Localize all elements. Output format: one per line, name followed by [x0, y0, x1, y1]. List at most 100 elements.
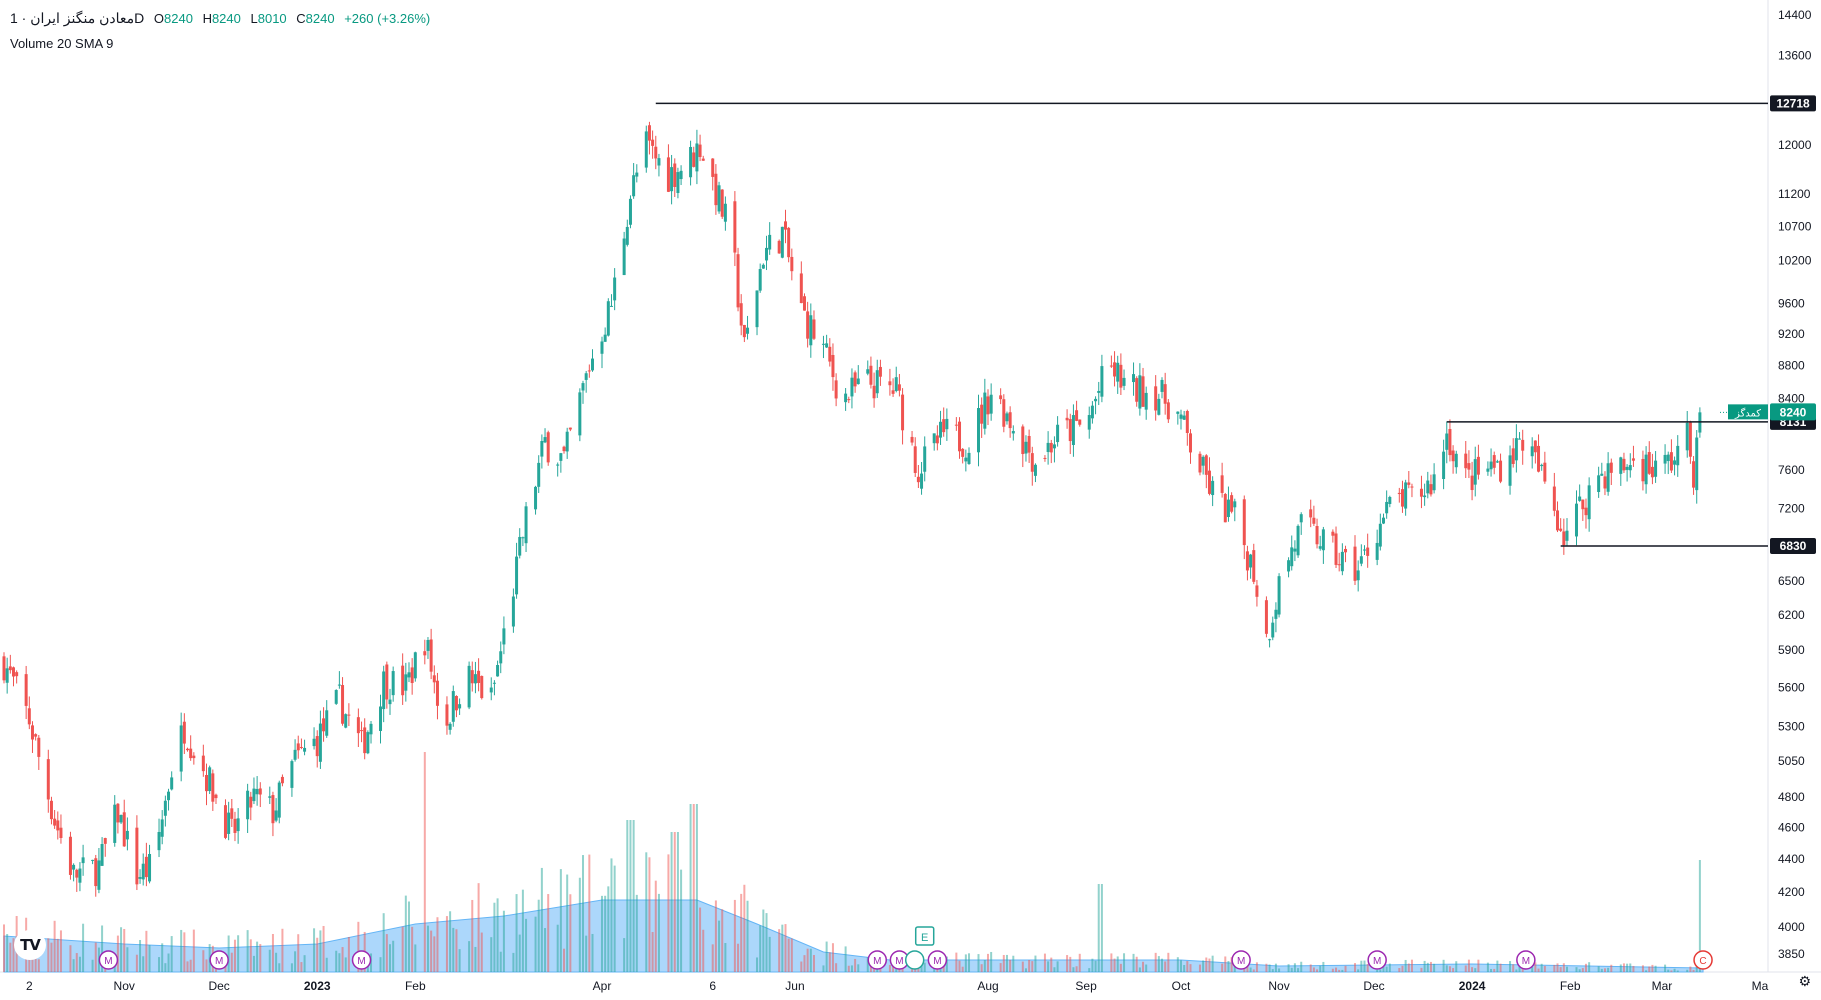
volume-bar	[806, 948, 809, 972]
candle-body	[1207, 470, 1211, 494]
candle-body	[315, 736, 319, 757]
volume-bar	[300, 962, 303, 972]
volume-bar	[1575, 967, 1578, 972]
candle-body	[999, 395, 1003, 400]
volume-bar	[1113, 958, 1116, 972]
candle-body	[1473, 459, 1477, 485]
volume-bar	[458, 949, 461, 972]
candle-body	[1097, 390, 1101, 393]
candle-body	[622, 238, 626, 276]
volume-bar	[1110, 953, 1113, 972]
volume-bar	[1050, 957, 1053, 972]
candle-body	[379, 706, 383, 731]
candle-body	[1423, 495, 1427, 498]
candle-body	[451, 691, 455, 722]
volume-indicator-label[interactable]: Volume 20 SMA 9	[10, 36, 114, 51]
candle-body	[401, 665, 405, 696]
volume-bar	[610, 858, 613, 972]
volume-bar	[1543, 965, 1546, 972]
volume-bar	[787, 938, 790, 972]
marker-circle	[1231, 950, 1251, 970]
candle-body	[1176, 411, 1180, 414]
volume-bar	[37, 959, 40, 972]
volume-bar	[335, 950, 338, 972]
volume-bar	[559, 869, 562, 972]
candle-body	[1113, 362, 1117, 377]
candle-body	[746, 327, 750, 334]
candle-body	[540, 440, 544, 457]
candle-body	[559, 453, 563, 461]
volume-bar	[1154, 952, 1157, 972]
candle-body	[1429, 484, 1433, 495]
volume-bar	[1066, 955, 1069, 972]
volume-bar	[613, 865, 616, 972]
x-tick-label: Oct	[1172, 979, 1191, 993]
volume-bar	[1423, 960, 1426, 972]
candle-body	[518, 536, 522, 556]
candle-body	[1049, 442, 1053, 453]
volume-bar	[344, 957, 347, 972]
x-tick-label: Sep	[1075, 979, 1097, 993]
candle-body	[1470, 475, 1474, 491]
volume-bar	[1293, 963, 1296, 972]
candle-body	[1486, 468, 1490, 472]
volume-bar	[778, 929, 781, 972]
volume-bar	[1290, 967, 1293, 972]
volume-bar	[1578, 969, 1581, 972]
volume-bar	[626, 820, 629, 972]
volume-bar	[936, 968, 939, 972]
candle-body	[167, 791, 171, 801]
candle-body	[1299, 514, 1303, 523]
volume-bar	[1221, 963, 1224, 972]
candle-body	[46, 759, 50, 800]
open-value: 8240	[164, 11, 193, 26]
candle-body	[1331, 531, 1335, 536]
volume-bar	[275, 952, 278, 972]
marker-label: M	[1373, 956, 1381, 967]
volume-bar	[1376, 969, 1379, 972]
candle-body	[1489, 461, 1493, 470]
volume-bar	[803, 955, 806, 972]
candle-body	[347, 714, 351, 716]
candle-body	[91, 859, 95, 861]
change-value: +260 (+3.26%)	[344, 11, 431, 26]
tradingview-logo[interactable]: TV	[14, 930, 46, 960]
candle-body	[502, 628, 506, 645]
volume-bar	[455, 929, 458, 972]
volume-bar	[1316, 969, 1319, 972]
candle-body	[204, 774, 208, 792]
volume-bar	[480, 932, 483, 972]
candle-body	[68, 836, 72, 875]
candle-body	[1046, 442, 1050, 452]
candle-body	[37, 737, 41, 757]
gear-icon[interactable]: ⚙	[1798, 974, 1811, 990]
symbol-name[interactable]: معادن منگنز ایران · 1D	[10, 10, 145, 26]
volume-bar	[322, 925, 325, 972]
y-tick-label: 11200	[1778, 187, 1811, 201]
candle-body	[1442, 451, 1446, 480]
candle-body	[1011, 431, 1015, 434]
candle-body	[1407, 482, 1411, 485]
x-tick-label: Apr	[593, 979, 612, 993]
candle-body	[581, 383, 585, 391]
volume-bar	[493, 902, 496, 972]
candle-body	[179, 725, 183, 772]
candle-body	[1166, 402, 1170, 420]
candle-body	[1600, 473, 1604, 476]
volume-bar	[1426, 962, 1429, 972]
x-tick-label: Dec	[1363, 979, 1384, 993]
volume-bar	[28, 954, 31, 972]
volume-bar	[737, 943, 740, 972]
volume-bar	[164, 963, 167, 972]
candle-body	[869, 365, 873, 385]
candle-body	[426, 640, 430, 651]
candle-body	[1609, 462, 1613, 473]
volume-bar	[290, 963, 293, 972]
marker-label: M	[895, 956, 903, 967]
volume-bar	[1619, 964, 1622, 972]
candle-body	[958, 421, 962, 452]
candle-body	[1530, 446, 1534, 457]
volume-bar	[923, 962, 926, 972]
volume-bar	[474, 946, 477, 972]
